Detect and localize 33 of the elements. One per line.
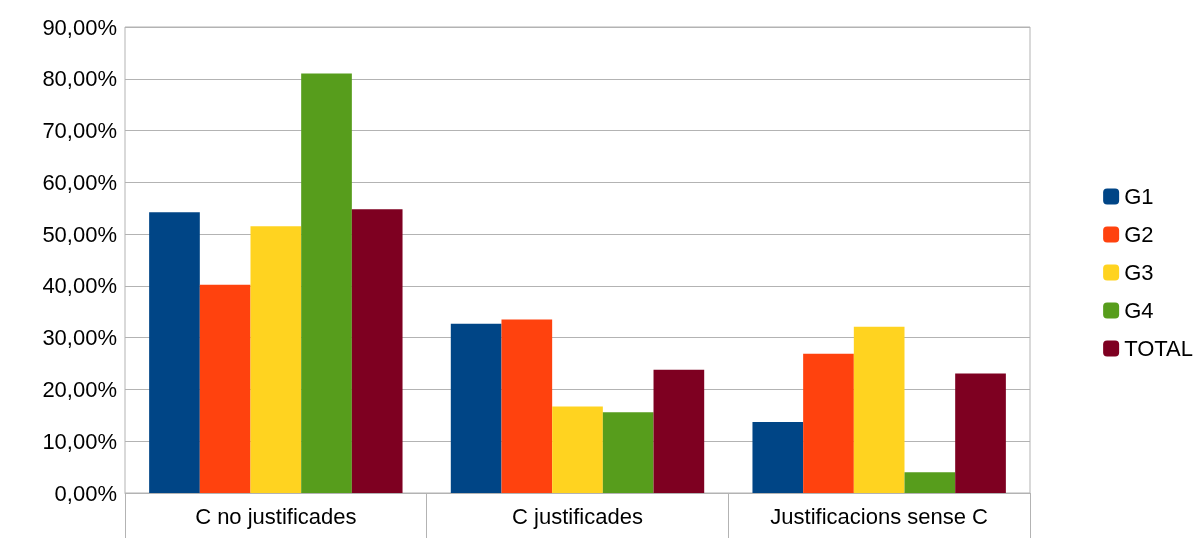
y-tick-label: 0,00% <box>54 480 117 506</box>
x-tick-label: Justificacions sense C <box>770 503 989 529</box>
bar <box>752 422 804 493</box>
y-tick-label: 10,00% <box>42 428 117 454</box>
bar <box>904 472 956 493</box>
y-tick-label: 20,00% <box>42 376 117 402</box>
legend-label: G1 <box>1124 184 1154 209</box>
x-tick-label: C justificades <box>512 503 643 529</box>
y-tick-label: 60,00% <box>42 169 117 195</box>
bar <box>803 353 854 493</box>
bar <box>301 73 352 493</box>
y-tick-label: 50,00% <box>42 221 117 247</box>
legend-label: TOTAL <box>1124 336 1194 361</box>
y-tick-label: 40,00% <box>42 273 117 299</box>
y-tick-label: 90,00% <box>42 14 117 40</box>
y-tick-label: 30,00% <box>42 325 117 351</box>
bar <box>602 412 654 493</box>
legend-label: G4 <box>1124 298 1154 323</box>
bar <box>250 226 302 493</box>
bar <box>853 326 905 493</box>
bar <box>955 373 1006 493</box>
y-tick-label: 70,00% <box>42 118 117 144</box>
bar <box>552 406 603 493</box>
y-tick-label: 80,00% <box>42 66 117 92</box>
bar <box>501 319 553 493</box>
legend-label: G3 <box>1124 260 1154 285</box>
bar <box>199 284 251 493</box>
x-tick-label: C no justificades <box>195 503 357 529</box>
bar <box>450 323 502 493</box>
bar <box>149 212 200 493</box>
bar <box>653 369 705 493</box>
bar <box>351 209 403 493</box>
legend-label: G2 <box>1124 222 1154 247</box>
